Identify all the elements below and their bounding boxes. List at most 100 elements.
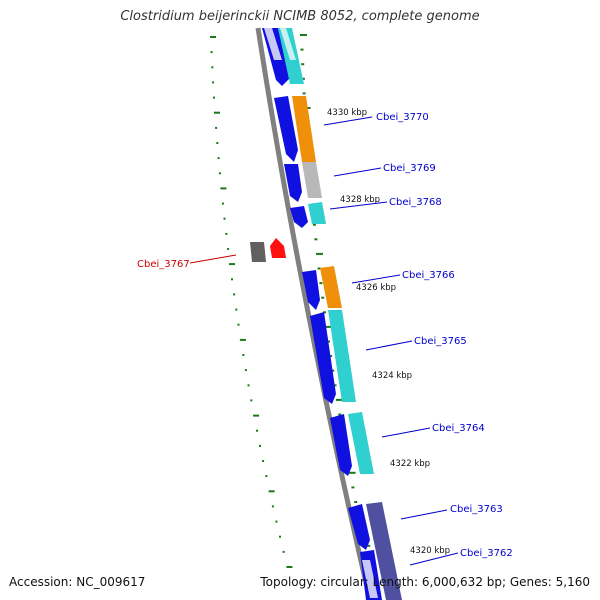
feature-cyan[interactable] — [280, 28, 296, 60]
cds-arrow[interactable] — [264, 28, 282, 60]
outer-tick — [351, 486, 355, 489]
feature-cyan[interactable] — [328, 310, 356, 402]
feature-orange[interactable] — [320, 266, 342, 308]
inner-tick — [268, 490, 275, 493]
outer-tick — [312, 223, 316, 226]
feature-dark-gray[interactable] — [250, 242, 266, 262]
kbp-label: 4322 kbp — [390, 459, 430, 469]
outer-tick — [321, 296, 325, 299]
kbp-label: 4330 kbp — [327, 108, 367, 118]
leader-line — [189, 254, 237, 264]
gene-label-cbei-3768[interactable]: Cbei_3768 — [389, 197, 442, 208]
outer-tick — [302, 92, 306, 95]
gene-label-cbei-3765[interactable]: Cbei_3765 — [414, 336, 467, 347]
inner-tick — [211, 66, 214, 69]
feature-gray[interactable] — [302, 162, 322, 198]
kbp-label: 4320 kbp — [410, 546, 450, 556]
gene-label-cbei-3763[interactable]: Cbei_3763 — [450, 504, 503, 515]
inner-tick — [242, 354, 245, 356]
gene-label-cbei-3762[interactable]: Cbei_3762 — [460, 548, 513, 559]
cds-arrow-cbei-3766[interactable] — [302, 270, 320, 310]
inner-tick — [214, 111, 220, 114]
inner-tick — [265, 475, 268, 478]
gene-label-cbei-3764[interactable]: Cbei_3764 — [432, 423, 485, 434]
inner-tick — [286, 566, 293, 568]
inner-tick — [244, 369, 247, 372]
inner-tick — [216, 142, 219, 144]
outer-tick — [331, 369, 335, 372]
inner-tick — [213, 96, 215, 99]
outer-tick — [319, 282, 323, 285]
kbp-label: 4324 kbp — [372, 371, 412, 381]
outer-tick — [354, 501, 358, 503]
feature-cyan[interactable] — [308, 202, 326, 224]
feature-cyan[interactable] — [348, 412, 374, 474]
cds-arrow-cbei-3767[interactable] — [270, 238, 286, 258]
outer-tick — [329, 355, 333, 358]
outer-tick — [301, 77, 305, 80]
inner-tick — [239, 338, 246, 341]
inner-tick — [220, 187, 227, 190]
inner-tick — [235, 308, 238, 311]
gene-label-cbei-3769[interactable]: Cbei_3769 — [383, 163, 436, 174]
inner-tick — [217, 157, 220, 160]
kbp-label: 4328 kbp — [340, 195, 380, 205]
inner-tick — [212, 81, 215, 84]
inner-tick — [282, 550, 285, 553]
cds-arrow-cbei-3764[interactable] — [330, 414, 352, 476]
gene-label-cbei-3770[interactable]: Cbei_3770 — [376, 112, 429, 123]
inner-tick — [262, 460, 265, 462]
inner-tick — [223, 217, 226, 220]
genome-summary: Topology: circular; Length: 6,000,632 bp… — [260, 575, 590, 589]
cds-arrow-cbei-3765[interactable] — [310, 312, 336, 404]
feature-purple[interactable] — [366, 502, 402, 600]
outer-tick — [333, 384, 337, 387]
outer-tick — [301, 63, 305, 66]
leader-line — [381, 427, 431, 438]
outer-tick — [316, 252, 323, 255]
cds-arrow-cbei-3770[interactable] — [274, 96, 298, 162]
inner-tick — [215, 126, 218, 129]
outer-tick — [323, 311, 326, 314]
outer-tick — [335, 398, 343, 401]
leader-line — [409, 552, 459, 566]
inner-tick — [210, 51, 213, 54]
outer-tick — [300, 34, 307, 36]
leader-line — [365, 340, 413, 351]
inner-tick — [259, 444, 261, 447]
inner-tick — [229, 263, 235, 266]
cds-arrow-cbei-3763[interactable] — [348, 504, 370, 550]
inner-tick-ring — [210, 36, 293, 568]
outer-tick — [325, 325, 332, 328]
outer-tick — [348, 471, 356, 474]
cds-arrow[interactable] — [362, 560, 378, 598]
accession-label: Accession: NC_009617 — [9, 575, 146, 589]
inner-tick — [275, 520, 278, 523]
inner-tick — [210, 36, 216, 38]
feature-orange[interactable] — [292, 96, 316, 162]
cds-arrow-cbei-3769[interactable] — [284, 164, 302, 202]
cds-arrow-cbei-3768[interactable] — [290, 206, 308, 228]
outer-tick — [314, 238, 318, 241]
inner-tick — [237, 323, 240, 326]
leader-line — [323, 116, 373, 126]
inner-tick — [256, 429, 258, 432]
inner-tick — [231, 278, 233, 281]
leader-line — [333, 167, 382, 177]
inner-tick — [233, 293, 236, 296]
outer-tick — [300, 48, 304, 51]
outer-tick — [327, 340, 330, 343]
inner-tick — [279, 535, 281, 538]
gene-label-cbei-3766[interactable]: Cbei_3766 — [402, 270, 455, 281]
outer-tick — [338, 413, 342, 416]
kbp-label: 4326 kbp — [356, 283, 396, 293]
leader-line — [400, 509, 448, 520]
inner-tick — [253, 414, 260, 417]
leader-line — [351, 274, 401, 284]
inner-tick — [247, 384, 250, 387]
inner-tick — [218, 172, 221, 175]
gene-label-cbei-3767[interactable]: Cbei_3767 — [137, 259, 190, 270]
inner-tick — [221, 202, 224, 205]
outer-tick — [317, 267, 321, 270]
